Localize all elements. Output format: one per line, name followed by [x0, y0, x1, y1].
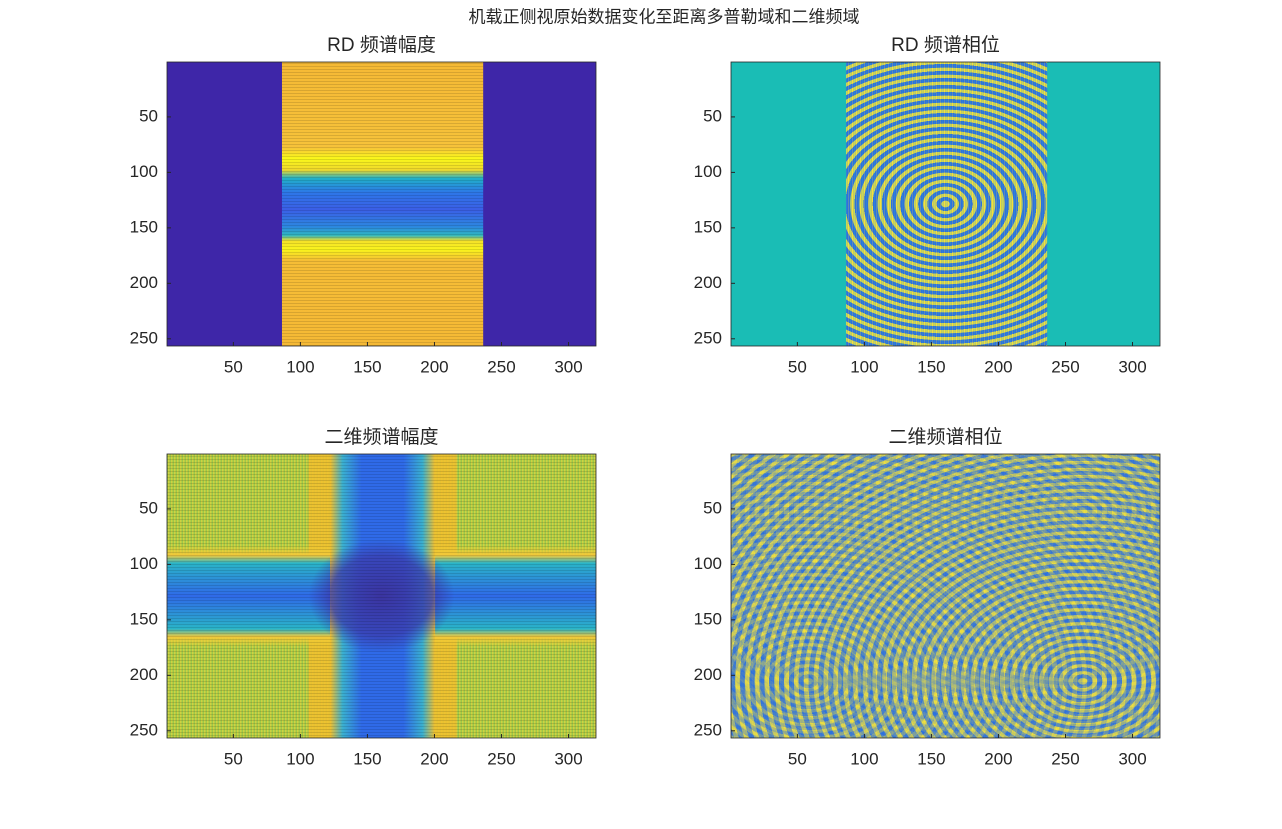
x-tick-label: 250	[1051, 749, 1079, 768]
y-tick-label: 150	[694, 609, 722, 628]
x-tick-label: 100	[286, 357, 314, 376]
y-tick-label: 200	[130, 273, 158, 292]
x-tick-label: 300	[1118, 357, 1146, 376]
y-tick-label: 50	[139, 106, 158, 125]
y-tick-label: 200	[130, 665, 158, 684]
y-tick-label: 250	[130, 720, 158, 739]
subplot-title: 二维频谱幅度	[324, 426, 438, 448]
y-tick-label: 200	[694, 665, 722, 684]
y-tick-label: 50	[703, 106, 722, 125]
axes-box	[730, 453, 1161, 739]
y-tick-label: 200	[694, 273, 722, 292]
x-tick-label: 150	[353, 357, 381, 376]
image	[731, 454, 1160, 738]
x-tick-label: 300	[554, 357, 582, 376]
image-texture	[281, 62, 484, 346]
axes-box	[166, 453, 597, 739]
image-texture	[167, 454, 596, 738]
x-tick-label: 200	[984, 357, 1012, 376]
y-tick-label: 100	[694, 554, 722, 573]
y-tick-label: 150	[694, 217, 722, 236]
x-tick-label: 50	[224, 357, 243, 376]
subplot-title: RD 频谱幅度	[327, 34, 436, 56]
x-tick-label: 300	[1118, 749, 1146, 768]
x-tick-label: 250	[487, 749, 515, 768]
image	[731, 62, 1160, 346]
x-tick-label: 50	[788, 357, 807, 376]
x-tick-label: 250	[487, 357, 515, 376]
x-tick-label: 200	[420, 357, 448, 376]
y-tick-label: 100	[694, 162, 722, 181]
image	[167, 454, 596, 738]
subplot-title: RD 频谱相位	[891, 34, 1000, 56]
axes-box	[730, 61, 1161, 347]
y-tick-label: 100	[130, 554, 158, 573]
x-tick-label: 50	[224, 749, 243, 768]
x-tick-label: 100	[286, 749, 314, 768]
y-tick-label: 250	[694, 720, 722, 739]
x-tick-label: 200	[984, 749, 1012, 768]
x-tick-label: 50	[788, 749, 807, 768]
y-tick-label: 100	[130, 162, 158, 181]
x-tick-label: 200	[420, 749, 448, 768]
y-tick-label: 50	[139, 498, 158, 517]
x-tick-label: 150	[917, 749, 945, 768]
image-rings	[731, 454, 1160, 738]
x-tick-label: 150	[353, 749, 381, 768]
axes-box	[166, 61, 597, 347]
figure-title: 机载正侧视原始数据变化至距离多普勒域和二维频域	[469, 7, 860, 26]
subplot-title: 二维频谱相位	[888, 426, 1002, 448]
x-tick-label: 300	[554, 749, 582, 768]
y-tick-label: 50	[703, 498, 722, 517]
image-rings	[845, 62, 1048, 346]
x-tick-label: 100	[850, 357, 878, 376]
y-tick-label: 150	[130, 217, 158, 236]
x-tick-label: 150	[917, 357, 945, 376]
y-tick-label: 250	[130, 328, 158, 347]
image	[167, 62, 596, 346]
y-tick-label: 250	[694, 328, 722, 347]
x-tick-label: 250	[1051, 357, 1079, 376]
x-tick-label: 100	[850, 749, 878, 768]
y-tick-label: 150	[130, 609, 158, 628]
